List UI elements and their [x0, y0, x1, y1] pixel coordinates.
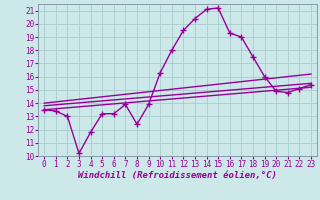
X-axis label: Windchill (Refroidissement éolien,°C): Windchill (Refroidissement éolien,°C): [78, 171, 277, 180]
